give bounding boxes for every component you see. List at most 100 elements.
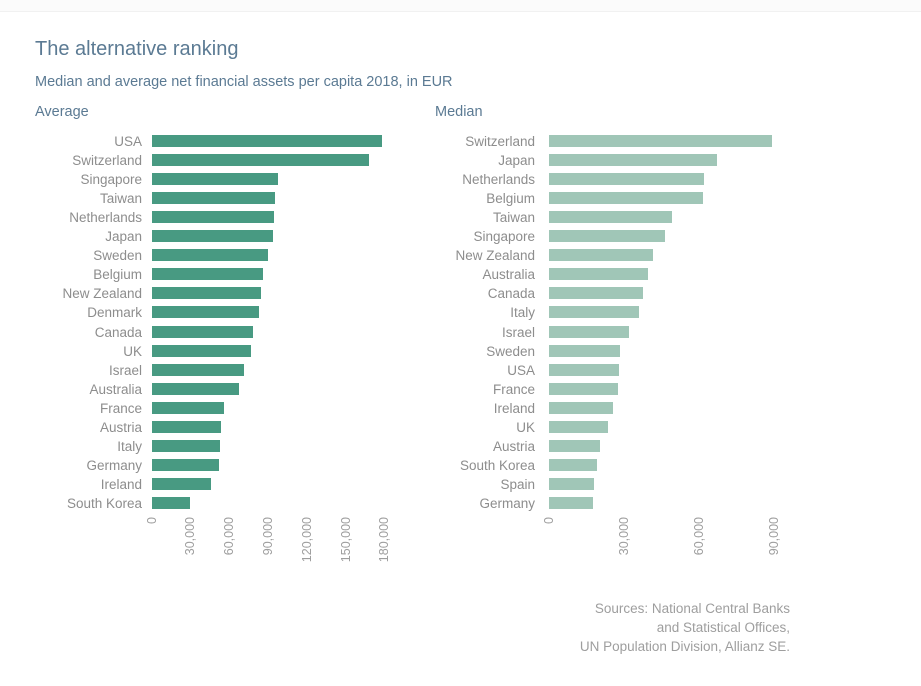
bar	[549, 211, 672, 224]
bar	[152, 496, 190, 509]
bar	[549, 230, 665, 243]
bar	[152, 249, 268, 262]
bar	[152, 420, 221, 433]
bar	[549, 420, 608, 433]
category-label: Belgium	[93, 267, 142, 283]
category-label: Israel	[108, 362, 142, 378]
bar	[152, 211, 274, 224]
category-label: Singapore	[80, 172, 142, 188]
x-axis-tick-label: 90,000	[766, 517, 781, 556]
median-panel-title: Median	[435, 104, 483, 120]
category-label: Italy	[510, 305, 535, 321]
category-label: Australia	[89, 381, 142, 397]
bar	[549, 306, 639, 319]
category-label: Japan	[105, 229, 142, 245]
bar	[152, 135, 382, 147]
x-axis-tick-label: 30,000	[616, 517, 631, 556]
category-label: Austria	[99, 419, 142, 435]
x-axis-tick-label: 0	[144, 517, 159, 524]
bar	[152, 173, 278, 186]
category-label: Spain	[500, 476, 535, 492]
category-label: South Korea	[459, 457, 535, 473]
bar	[549, 154, 717, 167]
bar	[152, 325, 253, 338]
bar	[549, 382, 618, 395]
x-axis-tick-label: 150,000	[338, 517, 353, 563]
category-label: Denmark	[87, 305, 142, 321]
category-label: Israel	[501, 324, 535, 340]
category-label: Germany	[86, 457, 142, 473]
category-label: Netherlands	[462, 172, 535, 188]
category-label: Switzerland	[465, 134, 535, 149]
bar	[549, 173, 704, 186]
category-label: Ireland	[100, 476, 142, 492]
bar	[152, 344, 251, 357]
category-label: Taiwan	[492, 210, 535, 226]
bar	[549, 363, 619, 376]
bar	[549, 439, 600, 452]
bar	[152, 230, 273, 243]
bar	[549, 249, 653, 262]
chart-subtitle: Median and average net financial assets …	[35, 74, 453, 90]
bar	[152, 306, 259, 319]
category-label: Sweden	[486, 343, 535, 359]
category-label: USA	[507, 362, 535, 378]
x-axis-tick-label: 0	[541, 517, 556, 524]
bar	[549, 401, 613, 414]
category-label: USA	[114, 134, 142, 149]
category-label: Austria	[492, 438, 535, 454]
category-label: Switzerland	[72, 153, 142, 169]
top-divider	[0, 0, 921, 12]
x-axis-tick-label: 90,000	[260, 517, 275, 556]
category-label: Japan	[498, 153, 535, 169]
bar	[549, 344, 620, 357]
category-label: UK	[516, 419, 535, 435]
x-axis-tick-label: 120,000	[299, 517, 314, 563]
x-axis-tick-label: 60,000	[691, 517, 706, 556]
bar	[549, 268, 648, 281]
page-title: The alternative ranking	[35, 38, 239, 60]
bar	[152, 268, 263, 281]
category-label: Netherlands	[69, 210, 142, 226]
x-axis-tick-label: 180,000	[377, 517, 392, 563]
category-label: Canada	[94, 324, 142, 340]
category-label: South Korea	[66, 495, 142, 511]
sources-note: Sources: National Central Banks and Stat…	[400, 599, 790, 656]
bar	[549, 458, 597, 471]
bar	[549, 287, 643, 300]
bar	[152, 154, 369, 167]
bar	[152, 363, 244, 376]
bar	[549, 135, 772, 147]
sources-line: Sources: National Central Banks	[594, 601, 790, 616]
category-label: Belgium	[486, 191, 535, 207]
category-label: UK	[123, 343, 142, 359]
sources-line: and Statistical Offices,	[656, 620, 790, 635]
category-label: Sweden	[93, 248, 142, 264]
category-label: France	[492, 381, 535, 397]
category-label: Singapore	[473, 229, 535, 245]
average-panel-title: Average	[35, 104, 89, 120]
category-label: France	[99, 400, 142, 416]
bar	[152, 401, 224, 414]
category-label: Taiwan	[99, 191, 142, 207]
category-label: Australia	[482, 267, 535, 283]
bar	[152, 439, 220, 452]
bar	[549, 325, 629, 338]
x-axis-tick-label: 60,000	[222, 517, 237, 556]
bar	[549, 496, 593, 509]
category-label: Italy	[117, 438, 142, 454]
bar	[152, 382, 239, 395]
bar	[549, 192, 703, 205]
category-label: New Zealand	[62, 286, 142, 302]
sources-line: UN Population Division, Allianz SE.	[579, 639, 790, 654]
category-label: New Zealand	[455, 248, 535, 264]
x-axis-tick-label: 30,000	[183, 517, 198, 556]
bar	[152, 192, 275, 205]
category-label: Ireland	[493, 400, 535, 416]
bar	[152, 287, 261, 300]
bar	[152, 477, 211, 490]
category-label: Canada	[487, 286, 535, 302]
bar	[549, 477, 594, 490]
category-label: Germany	[479, 495, 535, 511]
